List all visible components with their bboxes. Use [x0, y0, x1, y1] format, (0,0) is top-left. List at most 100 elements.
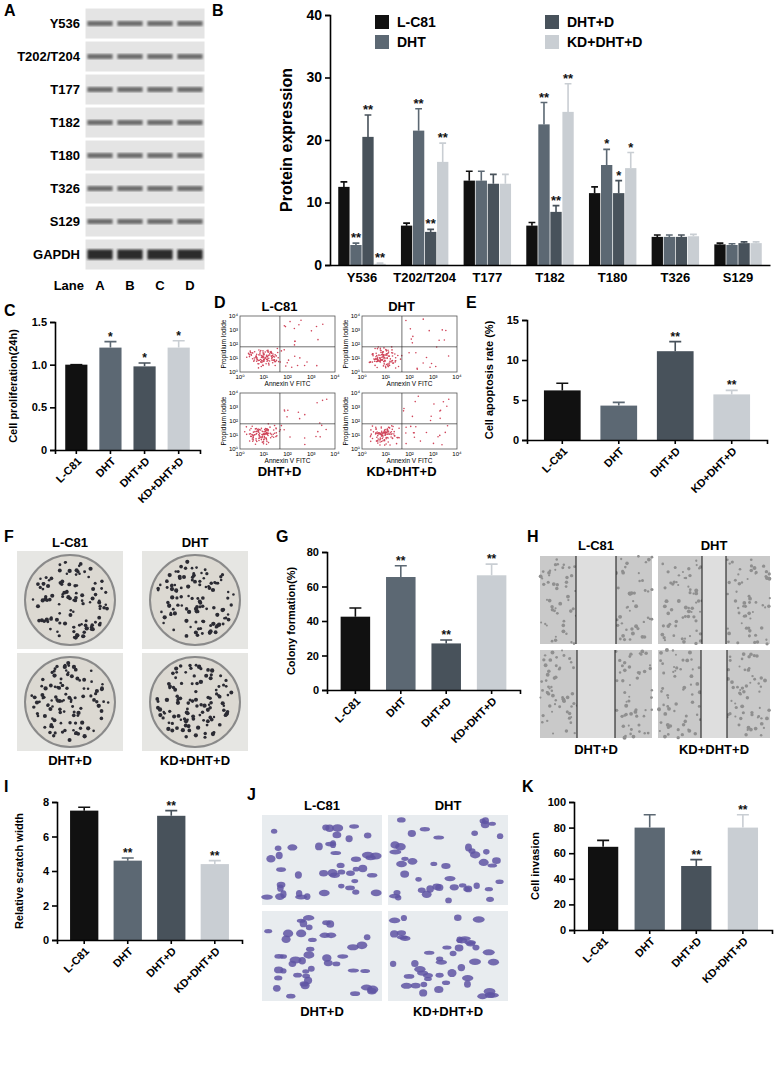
flow-event — [376, 367, 378, 369]
cell-texture — [640, 653, 643, 656]
colony — [215, 625, 218, 628]
x-tick-label: DHT+D — [648, 445, 683, 480]
colony — [196, 633, 200, 637]
flow-event — [268, 432, 270, 434]
invaded-cell — [296, 930, 306, 938]
cell-texture — [542, 570, 545, 573]
plate-background — [17, 653, 123, 751]
plate — [150, 555, 240, 645]
bar — [589, 193, 600, 265]
flow-event — [304, 437, 306, 439]
blot-band — [87, 250, 112, 260]
cell-texture — [570, 574, 573, 577]
cell-texture — [619, 638, 622, 641]
flow-event — [378, 433, 380, 435]
flow-event — [386, 429, 388, 431]
flow-event — [266, 354, 268, 356]
cell-texture — [661, 662, 664, 665]
invaded-cell — [286, 994, 295, 999]
cell-texture — [621, 570, 624, 573]
flow-event — [252, 437, 254, 439]
cell-texture — [692, 668, 694, 670]
lane-label: C — [155, 278, 165, 293]
flow-event — [386, 357, 388, 359]
flow-event — [392, 352, 394, 354]
bar — [550, 212, 561, 265]
x-tick: DHT — [601, 440, 626, 469]
error-bar — [541, 103, 548, 125]
colony — [169, 613, 172, 616]
flow-tick-label: 10² — [229, 341, 238, 347]
invaded-cell — [464, 981, 471, 988]
flow-event — [415, 352, 417, 354]
x-tick-mark — [561, 440, 563, 444]
flow-event — [375, 432, 377, 434]
colony — [51, 671, 54, 674]
cell-texture — [553, 676, 557, 680]
cell-texture — [659, 659, 662, 662]
flow-event — [390, 436, 392, 438]
flow-tick-label: 10⁰ — [357, 374, 367, 380]
cell-texture — [619, 671, 621, 673]
colony — [61, 684, 64, 687]
cell-texture — [761, 604, 764, 607]
colony — [224, 679, 227, 682]
cell-texture — [563, 620, 566, 623]
colony — [168, 573, 172, 577]
cell-texture — [747, 668, 751, 672]
colony — [36, 582, 40, 586]
invaded-cell — [473, 916, 485, 922]
flow-event — [274, 359, 276, 361]
flow-event — [446, 405, 448, 407]
colony — [222, 623, 225, 626]
bar — [350, 245, 361, 265]
invaded-cell — [424, 977, 432, 981]
y-tick: 0 — [314, 257, 330, 273]
error-bar — [556, 383, 568, 390]
flow-event — [249, 354, 251, 356]
flow-event — [383, 431, 385, 433]
flow-event — [371, 354, 373, 356]
error-bar — [613, 402, 625, 405]
flow-event — [250, 436, 252, 438]
colony — [175, 671, 178, 674]
x-axis-line — [56, 451, 201, 455]
cell-texture — [677, 736, 680, 739]
colony — [86, 726, 90, 730]
colony — [174, 584, 177, 587]
invaded-cell — [277, 882, 286, 888]
flow-event — [264, 357, 266, 359]
colony — [74, 696, 77, 699]
bar — [168, 348, 190, 450]
cell-texture — [629, 652, 632, 655]
invaded-cell — [411, 960, 418, 967]
cell-texture — [541, 714, 544, 717]
x-tick: L-C81 — [539, 440, 569, 475]
cell-texture — [568, 657, 571, 660]
blot-strip — [85, 239, 205, 270]
flow-event — [264, 436, 266, 438]
flow-event — [267, 351, 269, 353]
colony — [81, 694, 85, 698]
colony — [186, 711, 190, 715]
flow-event — [380, 426, 382, 428]
cell-texture — [744, 733, 747, 736]
flow-event — [286, 416, 288, 418]
flow-event — [386, 354, 388, 356]
y-tick: 10 — [507, 354, 527, 366]
image-title: DHT+D — [300, 1004, 344, 1019]
colony — [215, 689, 218, 692]
flow-x-title: Annexin V FITC — [387, 380, 433, 387]
colony — [97, 704, 101, 708]
flow-event — [385, 438, 387, 440]
colony — [36, 712, 39, 715]
flow-event — [248, 353, 250, 355]
flow-event — [259, 354, 261, 356]
cell-texture — [637, 724, 640, 727]
cell-texture — [745, 684, 748, 687]
panel-label: G — [276, 528, 288, 545]
flow-event — [381, 435, 383, 437]
invaded-cell — [280, 890, 286, 898]
flow-event — [370, 429, 372, 431]
cell-texture — [682, 723, 686, 727]
